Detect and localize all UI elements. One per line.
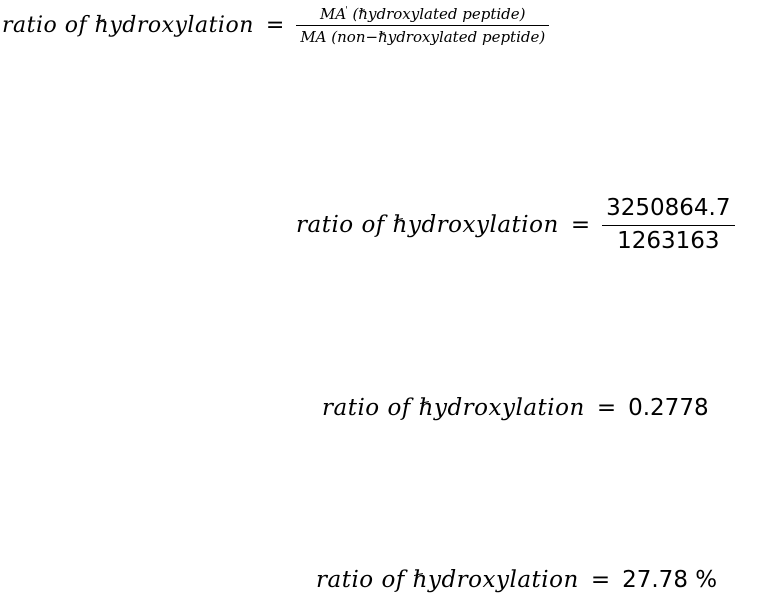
fraction: 3250864.7 1263163 — [602, 195, 735, 255]
prime-mark: ' — [345, 6, 348, 16]
fraction-denominator: 1263163 — [617, 227, 720, 254]
h-bar-symbol: h — [412, 567, 428, 593]
equation-percent-result: ratio of hydroxylation = 27.78 % — [316, 567, 717, 593]
equation-lhs: ratio of hydroxylation — [316, 567, 579, 593]
fraction: MA' (hydroxylated peptide) MA (non−hydro… — [296, 5, 550, 46]
denominator-close: ) — [539, 28, 546, 46]
equation-lhs: ratio of hydroxylation — [2, 13, 254, 38]
equation-decimal-result: ratio of hydroxylation = 0.2778 — [322, 395, 709, 421]
equals-sign: = — [590, 567, 611, 593]
equation-definition: ratio of hydroxylation = MA' (hydroxylat… — [2, 5, 550, 46]
result-value: 0.2778 — [628, 395, 709, 421]
denominator-symbol: MA — [300, 28, 327, 46]
h-bar-symbol: h — [392, 212, 408, 239]
fraction-numerator: 3250864.7 — [606, 195, 731, 221]
equals-sign: = — [265, 13, 285, 38]
h-bar-symbol: h — [418, 395, 434, 421]
lhs-prefix: ratio of — [322, 395, 419, 421]
h-bar-symbol: h — [94, 13, 110, 38]
equation-lhs: ratio of hydroxylation — [296, 212, 559, 238]
lhs-suffix: ydroxylation — [407, 212, 559, 239]
h-bar-symbol: h — [378, 28, 388, 46]
numerator-symbol: MA — [320, 5, 347, 23]
numerator-close: ) — [519, 5, 526, 23]
denominator-text: ydroxylated peptide — [387, 28, 540, 46]
h-bar-symbol: h — [358, 5, 369, 23]
lhs-prefix: ratio of — [316, 567, 413, 593]
numerator-text: ydroxylated peptide — [368, 5, 520, 23]
fraction-denominator: MA (non−hydroxylated peptide) — [296, 28, 549, 46]
equation-substitution: ratio of hydroxylation = 3250864.7 12631… — [296, 195, 735, 255]
lhs-prefix: ratio of — [2, 13, 95, 38]
numerator-open: ( — [347, 5, 359, 23]
lhs-prefix: ratio of — [296, 212, 393, 239]
equals-sign: = — [570, 212, 591, 239]
lhs-suffix: ydroxylation — [427, 567, 579, 593]
fraction-bar — [296, 25, 550, 26]
fraction-bar — [602, 224, 735, 226]
lhs-suffix: ydroxylation — [433, 395, 585, 421]
fraction-numerator: MA' (hydroxylated peptide) — [316, 5, 529, 23]
denominator-open: (non− — [326, 28, 379, 46]
equation-lhs: ratio of hydroxylation — [322, 395, 585, 421]
result-percent: 27.78 % — [622, 567, 718, 593]
equals-sign: = — [596, 395, 617, 421]
lhs-suffix: ydroxylation — [109, 13, 254, 38]
